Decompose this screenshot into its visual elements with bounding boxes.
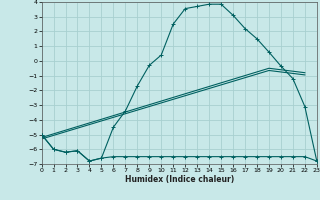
X-axis label: Humidex (Indice chaleur): Humidex (Indice chaleur) [124,175,234,184]
